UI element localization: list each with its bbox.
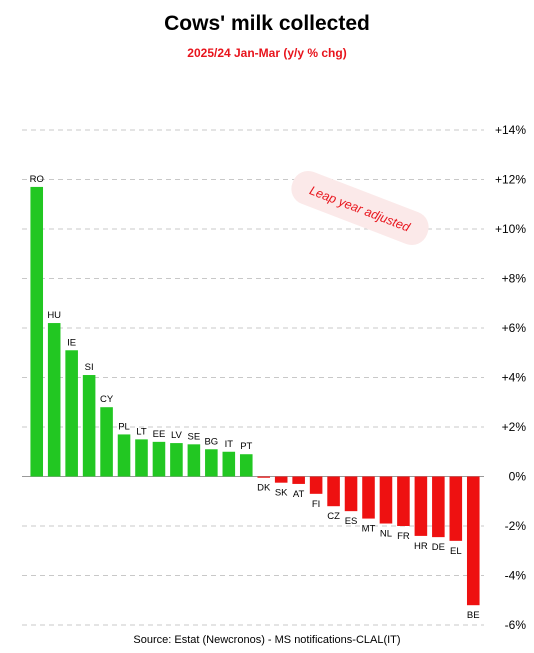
bar-label-pl: PL bbox=[118, 421, 130, 432]
bar-it bbox=[222, 451, 236, 477]
bars bbox=[30, 186, 480, 606]
bar-ee bbox=[152, 441, 166, 477]
bar-pl bbox=[117, 434, 131, 477]
bar-label-be: BE bbox=[467, 610, 480, 621]
bar-label-de: DE bbox=[432, 542, 445, 553]
bar-se bbox=[187, 444, 201, 477]
bar-dk bbox=[257, 476, 271, 478]
bar-label-ee: EE bbox=[153, 429, 166, 440]
gridlines bbox=[22, 129, 484, 626]
bar-label-fi: FI bbox=[312, 499, 320, 510]
y-tick-label: -4% bbox=[505, 569, 527, 583]
y-tick-label: +6% bbox=[502, 321, 527, 335]
annotation-badge bbox=[291, 170, 429, 246]
bar-pt bbox=[239, 454, 253, 477]
bar-label-cz: CZ bbox=[327, 511, 340, 522]
bar-ro bbox=[30, 186, 44, 477]
bar-label-ro: RO bbox=[30, 174, 44, 185]
bar-sk bbox=[274, 476, 288, 483]
bar-es bbox=[344, 476, 358, 512]
bar-fr bbox=[397, 476, 410, 526]
bar-lv bbox=[170, 443, 183, 477]
bar-cz bbox=[327, 476, 340, 507]
bar-lt bbox=[135, 439, 148, 477]
bar-hr bbox=[414, 476, 428, 536]
bar-bg bbox=[205, 449, 218, 477]
bar-label-cy: CY bbox=[100, 394, 114, 405]
annotation-group: Leap year adjusted bbox=[291, 170, 429, 246]
bar-hu bbox=[47, 323, 61, 477]
bar-de bbox=[432, 476, 445, 538]
y-tick-label: -6% bbox=[505, 618, 527, 632]
chart-title: Cows' milk collected bbox=[164, 12, 370, 35]
bar-label-si: SI bbox=[85, 362, 94, 373]
bar-fi bbox=[309, 476, 323, 494]
bar-label-it: IT bbox=[225, 439, 234, 450]
bar-label-bg: BG bbox=[204, 436, 218, 447]
bar-label-pt: PT bbox=[240, 441, 252, 452]
y-tick-label: +14% bbox=[495, 123, 526, 137]
bar-label-lt: LT bbox=[136, 426, 147, 437]
bar-label-el: EL bbox=[450, 546, 462, 557]
bar-label-hr: HR bbox=[414, 541, 428, 552]
bar-label-ie: IE bbox=[67, 337, 76, 348]
bar-nl bbox=[379, 476, 393, 524]
y-tick-label: +10% bbox=[495, 222, 526, 236]
y-tick-label: +2% bbox=[502, 420, 527, 434]
y-tick-label: +8% bbox=[502, 272, 527, 286]
bar-el bbox=[449, 476, 463, 541]
bar-label-hu: HU bbox=[47, 310, 61, 321]
bar-label-se: SE bbox=[188, 431, 201, 442]
bar-label-es: ES bbox=[345, 516, 358, 527]
bar-label-mt: MT bbox=[362, 524, 376, 535]
y-tick-label: +4% bbox=[502, 371, 527, 385]
y-tick-label: 0% bbox=[509, 470, 527, 484]
bar-label-at: AT bbox=[293, 489, 305, 500]
bar-cy bbox=[100, 407, 113, 477]
bar-label-lv: LV bbox=[171, 430, 183, 441]
y-tick-label: -2% bbox=[505, 519, 527, 533]
chart-subtitle: 2025/24 Jan-Mar (y/y % chg) bbox=[187, 46, 347, 60]
bar-mt bbox=[362, 476, 375, 519]
bar-ie bbox=[65, 350, 78, 477]
y-tick-label: +12% bbox=[495, 173, 526, 187]
bar-label-nl: NL bbox=[380, 529, 392, 540]
bar-si bbox=[82, 375, 96, 477]
bar-labels: RO HU IE SI CY PL LT EE LV SE BG IT PT DK SK AT FI CZ ES MT… bbox=[30, 174, 480, 621]
bar-label-sk: SK bbox=[275, 488, 288, 499]
bar-at bbox=[292, 476, 305, 484]
bar-label-dk: DK bbox=[257, 483, 271, 494]
bar-be bbox=[466, 476, 480, 606]
bar-label-fr: FR bbox=[397, 531, 410, 542]
y-axis-ticks: +14% +12% +10% +8% +6% +4% +2% 0% -2% -4% -6% bbox=[495, 123, 526, 632]
chart-source: Source: Estat (Newcronos) - MS notificat… bbox=[133, 634, 401, 646]
